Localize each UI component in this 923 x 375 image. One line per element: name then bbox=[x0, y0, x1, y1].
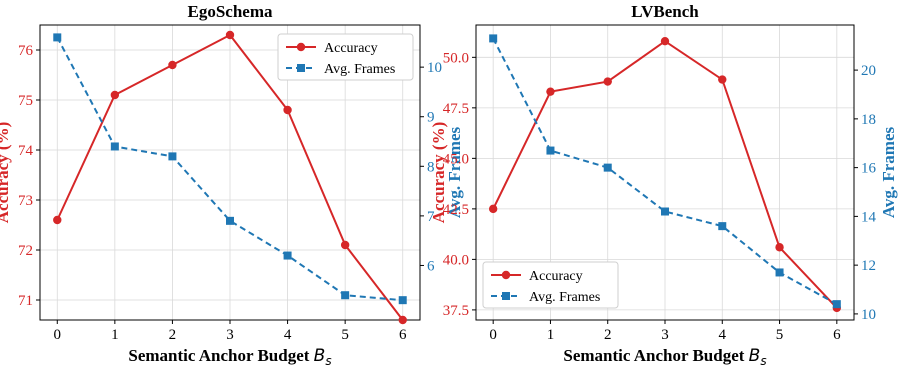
y-tick-label: 76 bbox=[18, 43, 34, 59]
legend-marker-avg-frames bbox=[297, 64, 305, 72]
x-axis-label-text: Semantic Anchor Budget bbox=[128, 346, 309, 365]
data-point-accuracy bbox=[603, 77, 612, 86]
y-right-tick-label: 18 bbox=[861, 112, 876, 128]
x-tick-label: 0 bbox=[54, 327, 62, 343]
data-point-accuracy bbox=[775, 243, 784, 252]
y-right-tick-label: 20 bbox=[861, 63, 876, 79]
y-axis-label-right: Avg. Frames bbox=[879, 126, 898, 218]
x-tick-label: 5 bbox=[341, 327, 349, 343]
x-axis-label-subscript: s bbox=[760, 354, 766, 368]
data-point-accuracy bbox=[546, 87, 555, 96]
data-point-avg-frames bbox=[546, 146, 555, 155]
data-point-accuracy bbox=[110, 90, 120, 100]
data-point-avg-frames bbox=[775, 268, 784, 277]
x-tick-label: 3 bbox=[226, 327, 234, 343]
data-point-accuracy bbox=[488, 204, 498, 214]
y-axis-label-right: Avg. Frames bbox=[445, 126, 464, 218]
y-tick-label: 71 bbox=[18, 293, 33, 309]
y-right-tick-label: 7 bbox=[427, 209, 435, 225]
legend-marker-accuracy bbox=[501, 270, 511, 280]
y-tick-label: 72 bbox=[18, 243, 33, 259]
data-point-avg-frames bbox=[53, 33, 62, 42]
data-point-avg-frames bbox=[832, 300, 841, 309]
y-tick-label: 42.5 bbox=[443, 202, 469, 218]
data-point-avg-frames bbox=[341, 291, 350, 300]
x-tick-label: 1 bbox=[111, 327, 119, 343]
data-point-avg-frames bbox=[226, 216, 234, 225]
y-tick-label: 50.0 bbox=[443, 50, 469, 66]
y-axis-label: Accuracy (%) bbox=[0, 122, 12, 224]
y-tick-label: 74 bbox=[18, 143, 34, 159]
data-point-accuracy bbox=[168, 60, 177, 70]
chart-panel-1: 0 1 2 3 4 5 6 71 72 73 74 75 76 6 7 8 9 10 EgoSchema Semant… bbox=[0, 2, 464, 368]
data-point-accuracy bbox=[225, 30, 235, 40]
x-tick-label: 4 bbox=[719, 327, 727, 343]
legend-marker-avg-frames bbox=[502, 292, 510, 300]
data-point-accuracy bbox=[283, 105, 292, 115]
x-axis-label-symbol: B bbox=[749, 346, 761, 366]
legend-marker-accuracy bbox=[296, 42, 306, 52]
legend-label-avg-frames: Avg. Frames bbox=[324, 62, 395, 77]
data-point-accuracy bbox=[53, 215, 62, 225]
data-point-avg-frames bbox=[661, 207, 669, 216]
x-axis-label: Semantic Anchor Budget Bs bbox=[563, 346, 766, 368]
data-point-accuracy bbox=[398, 315, 407, 325]
legend-label-accuracy: Accuracy bbox=[529, 269, 583, 284]
chart-legend: Accuracy Avg. Frames bbox=[277, 33, 414, 81]
chart-title: LVBench bbox=[631, 2, 699, 21]
y-right-tick-label: 16 bbox=[861, 161, 877, 177]
data-point-avg-frames bbox=[603, 163, 612, 172]
x-axis-label-subscript: s bbox=[325, 354, 331, 368]
data-point-avg-frames bbox=[489, 34, 498, 43]
x-tick-label: 6 bbox=[399, 327, 407, 343]
legend-label-avg-frames: Avg. Frames bbox=[529, 290, 600, 305]
y-tick-label: 37.5 bbox=[443, 303, 469, 319]
y-right-tick-label: 10 bbox=[427, 60, 442, 76]
data-point-accuracy bbox=[660, 36, 670, 46]
y-tick-label: 75 bbox=[18, 93, 33, 109]
x-tick-label: 6 bbox=[833, 327, 841, 343]
data-point-avg-frames bbox=[283, 251, 292, 260]
y-right-tick-label: 12 bbox=[861, 258, 876, 274]
y-tick-label: 45.0 bbox=[443, 151, 469, 167]
data-point-avg-frames bbox=[168, 152, 177, 161]
x-tick-label: 2 bbox=[169, 327, 177, 343]
x-tick-label: 4 bbox=[284, 327, 292, 343]
data-point-avg-frames bbox=[110, 142, 119, 151]
x-tick-label: 1 bbox=[547, 327, 555, 343]
chart-panel-2: 0 1 2 3 4 5 637.540.042.545.047.550.0101214161… bbox=[429, 2, 898, 368]
y-right-tick-label: 8 bbox=[427, 159, 435, 175]
data-point-avg-frames bbox=[718, 222, 727, 231]
legend-label-accuracy: Accuracy bbox=[324, 41, 378, 56]
x-tick-label: 5 bbox=[776, 327, 784, 343]
y-tick-label: 73 bbox=[18, 193, 33, 209]
x-axis-label-text: Semantic Anchor Budget bbox=[563, 346, 744, 365]
y-right-tick-label: 10 bbox=[861, 307, 876, 323]
x-axis-label: Semantic Anchor Budget Bs bbox=[128, 346, 331, 368]
data-point-avg-frames bbox=[398, 296, 407, 305]
y-tick-label: 40.0 bbox=[443, 252, 469, 268]
data-point-accuracy bbox=[718, 75, 727, 84]
x-tick-label: 3 bbox=[661, 327, 669, 343]
y-tick-label: 47.5 bbox=[443, 101, 469, 117]
x-tick-label: 0 bbox=[489, 327, 497, 343]
x-tick-label: 2 bbox=[604, 327, 612, 343]
y-axis-label: Accuracy (%) bbox=[429, 122, 448, 224]
y-right-tick-label: 6 bbox=[427, 258, 435, 274]
chart-legend: Accuracy Avg. Frames bbox=[482, 261, 619, 309]
chart-title: EgoSchema bbox=[188, 2, 274, 21]
y-right-tick-label: 14 bbox=[861, 209, 877, 225]
data-point-accuracy bbox=[340, 240, 350, 250]
y-right-tick-label: 9 bbox=[427, 110, 435, 126]
x-axis-label-symbol: B bbox=[314, 346, 326, 366]
